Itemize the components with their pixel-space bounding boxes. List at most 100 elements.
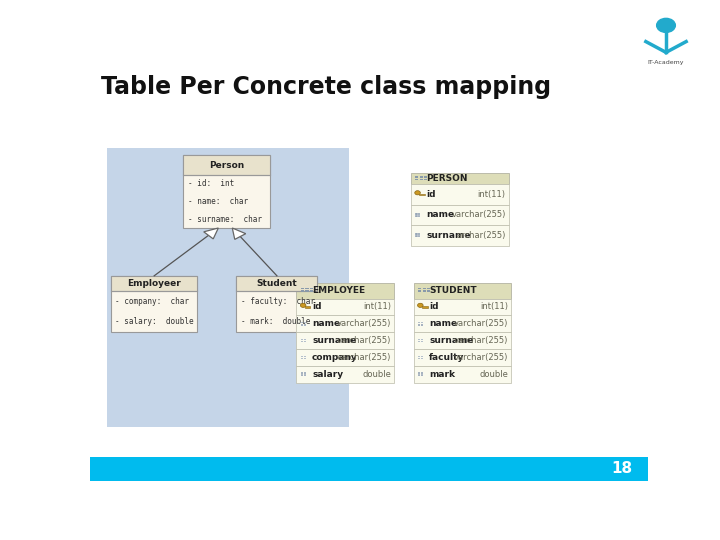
Bar — [304, 357, 306, 359]
Bar — [418, 374, 420, 376]
Bar — [301, 322, 303, 323]
Bar — [418, 289, 421, 291]
Bar — [301, 291, 304, 292]
Text: - company:  char: - company: char — [115, 296, 189, 306]
Bar — [304, 374, 306, 376]
Text: Student: Student — [256, 279, 297, 288]
Bar — [421, 374, 423, 376]
Text: name: name — [426, 211, 454, 219]
Text: varchar(255): varchar(255) — [454, 336, 508, 345]
Text: surname: surname — [429, 336, 474, 345]
Bar — [415, 177, 418, 178]
Bar — [424, 177, 428, 178]
FancyBboxPatch shape — [413, 349, 511, 366]
FancyBboxPatch shape — [297, 349, 394, 366]
Bar — [421, 357, 423, 359]
Bar — [310, 289, 313, 291]
Bar — [301, 289, 304, 291]
Text: id: id — [312, 302, 322, 312]
Text: varchar(255): varchar(255) — [454, 319, 508, 328]
Circle shape — [657, 18, 675, 32]
Bar — [305, 291, 308, 292]
Text: - salary:  double: - salary: double — [115, 317, 194, 326]
Bar — [421, 341, 423, 342]
Text: int(11): int(11) — [477, 190, 505, 199]
Text: - name:  char: - name: char — [188, 197, 248, 206]
Bar — [301, 324, 303, 326]
Bar — [422, 306, 428, 308]
Bar — [304, 355, 306, 357]
Bar — [418, 215, 420, 217]
Text: varchar(255): varchar(255) — [451, 211, 505, 219]
Bar — [423, 291, 426, 292]
Bar — [305, 289, 308, 291]
Text: double: double — [480, 370, 508, 379]
Text: Table Per Concrete class mapping: Table Per Concrete class mapping — [101, 75, 552, 99]
Bar — [304, 373, 306, 374]
Text: - surname:  char: - surname: char — [188, 214, 262, 224]
Bar — [418, 339, 420, 340]
Bar — [420, 176, 423, 177]
Text: faculty: faculty — [429, 353, 464, 362]
Circle shape — [300, 303, 306, 307]
Bar — [423, 288, 426, 289]
FancyBboxPatch shape — [411, 173, 508, 184]
Circle shape — [418, 303, 423, 307]
FancyBboxPatch shape — [111, 276, 197, 291]
Bar — [421, 373, 423, 374]
Bar — [423, 289, 426, 291]
Text: surname: surname — [312, 336, 356, 345]
Text: - faculty:  char: - faculty: char — [241, 296, 315, 306]
Text: PERSON: PERSON — [426, 174, 468, 183]
Text: int(11): int(11) — [364, 302, 392, 312]
FancyBboxPatch shape — [236, 276, 318, 291]
Bar — [418, 233, 420, 235]
Bar — [418, 322, 420, 323]
FancyBboxPatch shape — [297, 332, 394, 349]
Bar — [427, 289, 430, 291]
Bar — [107, 148, 349, 427]
Text: varchar(255): varchar(255) — [337, 353, 392, 362]
Text: varchar(255): varchar(255) — [454, 353, 508, 362]
FancyBboxPatch shape — [184, 155, 270, 228]
Text: int(11): int(11) — [480, 302, 508, 312]
Text: - mark:  double: - mark: double — [241, 317, 310, 326]
Text: varchar(255): varchar(255) — [337, 319, 392, 328]
Bar — [301, 341, 303, 342]
Bar — [301, 355, 303, 357]
Bar — [415, 233, 418, 235]
FancyBboxPatch shape — [413, 283, 511, 299]
Text: id: id — [429, 302, 438, 312]
Text: name: name — [429, 319, 457, 328]
Text: company: company — [312, 353, 358, 362]
Bar — [415, 215, 418, 217]
Bar — [418, 213, 420, 214]
Text: id: id — [426, 190, 436, 199]
Text: surname: surname — [426, 231, 471, 240]
FancyBboxPatch shape — [297, 299, 394, 315]
Bar — [418, 357, 420, 359]
Bar — [418, 235, 420, 237]
Text: Person: Person — [209, 160, 244, 170]
FancyBboxPatch shape — [236, 276, 318, 332]
Text: mark: mark — [429, 370, 455, 379]
Bar — [415, 179, 418, 180]
Bar — [421, 355, 423, 357]
Text: Employeer: Employeer — [127, 279, 181, 288]
Polygon shape — [233, 228, 246, 239]
Bar — [301, 357, 303, 359]
Text: - id:  int: - id: int — [188, 179, 234, 188]
Bar — [420, 179, 423, 180]
FancyBboxPatch shape — [411, 225, 508, 246]
Bar — [427, 288, 430, 289]
Bar — [418, 355, 420, 357]
Text: varchar(255): varchar(255) — [337, 336, 392, 345]
Text: 18: 18 — [611, 462, 632, 476]
FancyBboxPatch shape — [413, 315, 511, 332]
Bar — [301, 288, 304, 289]
Polygon shape — [204, 228, 218, 239]
Text: IT-Academy: IT-Academy — [648, 60, 684, 65]
Text: archar(255): archar(255) — [456, 231, 505, 240]
FancyBboxPatch shape — [297, 315, 394, 332]
Bar — [418, 373, 420, 374]
